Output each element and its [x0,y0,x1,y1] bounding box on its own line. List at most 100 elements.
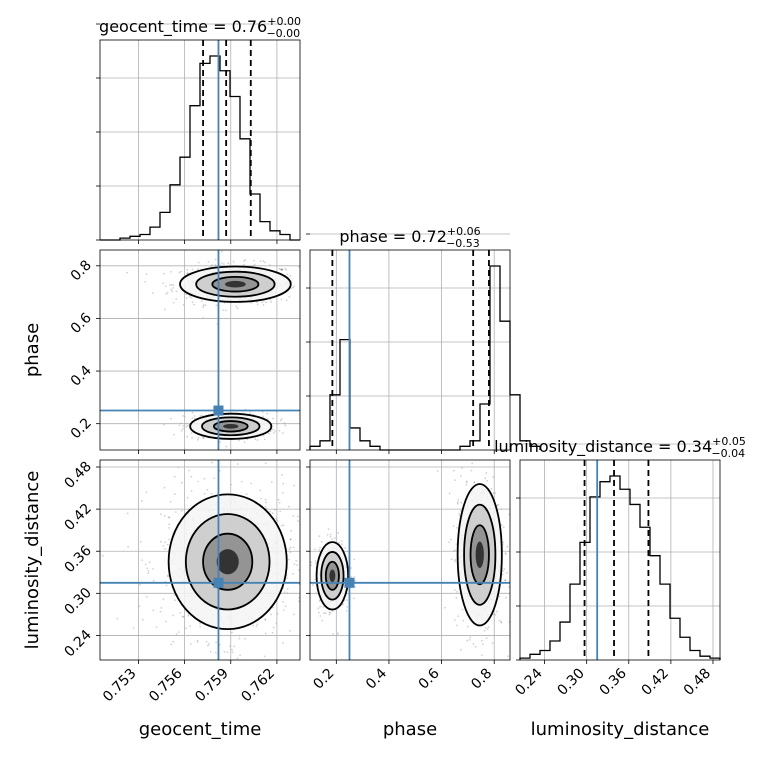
ytick-label-phase-0: 0.2 [68,415,95,442]
panel-geocent_time-vs-luminosity_distance-point [166,575,169,578]
panel-geocent_time-vs-phase-point [182,427,184,430]
panel-geocent_time-vs-luminosity_distance-point [178,631,180,633]
panel-geocent_time-vs-phase-point [186,272,189,275]
panel-geocent_time-vs-luminosity_distance-point [226,651,229,653]
panel-geocent_time-vs-luminosity_distance-point [162,598,165,601]
panel-geocent_time-vs-phase-truth-marker [213,405,224,416]
ytick-label-luminosity_distance-4: 0.48 [61,459,94,492]
panel-phase-vs-luminosity_distance-point [484,477,487,479]
xtick-label-geocent_time-0: 0.753 [100,666,140,706]
panel-geocent_time-vs-phase-point [202,304,205,307]
panel-geocent_time-vs-phase-point [197,261,200,264]
panel-phase-vs-luminosity_distance-point [459,475,462,477]
panel-geocent_time-vs-phase-point [190,432,193,434]
panel-geocent_time-vs-luminosity_distance-point [147,570,150,572]
panel-geocent_time-vs-phase-contour-0-1 [195,270,276,298]
panel-phase-vs-luminosity_distance-point [333,537,336,539]
panel-phase-vs-luminosity_distance-point [491,642,494,644]
panel-geocent_time-vs-luminosity_distance-point [288,558,290,561]
panel-geocent_time-vs-luminosity_distance-point [264,619,267,621]
panel-geocent_time-vs-luminosity_distance-point [168,538,171,541]
panel-geocent_time-vs-phase-point [191,411,194,414]
panel-phase-vs-luminosity_distance-point [454,479,457,481]
panel-geocent_time-vs-luminosity_distance-point [175,633,178,635]
panel-geocent_time-vs-luminosity_distance-point [282,482,285,485]
panel-phase-vs-luminosity_distance-point [317,607,320,610]
panel-phase-vs-luminosity_distance-point [497,503,500,506]
panel-geocent_time-vs-luminosity_distance-point [264,632,267,635]
panel-phase-vs-luminosity_distance-density-0-3 [475,541,484,568]
panel-geocent_time-vs-phase-point [266,412,269,415]
panel-phase-vs-luminosity_distance-point [490,487,493,490]
panel-geocent_time-vs-luminosity_distance-frame [99,459,301,661]
panel-geocent_time-vs-phase-point [162,282,165,285]
ytick-label-phase-1: 0.4 [68,363,95,390]
panel-phase-frame [309,249,511,451]
panel-phase-vs-luminosity_distance-point [346,606,349,608]
panel-geocent_time-vs-luminosity_distance-point [159,513,162,515]
panel-geocent_time-vs-phase-point [191,268,194,271]
panel-geocent_time-vs-phase-point [163,272,165,275]
panel-phase-vs-luminosity_distance-point [461,467,464,469]
panel-geocent_time-vs-phase-point [279,419,282,422]
panel-geocent_time-vs-luminosity_distance-point [160,607,163,609]
panel-geocent_time-vs-phase-point [293,285,296,288]
panel-geocent_time-vs-luminosity_distance-point [292,546,295,549]
panel-geocent_time-vs-phase-point [175,298,178,300]
panel-phase-vs-luminosity_distance-point [345,609,348,612]
panel-phase-vs-luminosity_distance-point [448,541,451,544]
panel-geocent_time-vs-luminosity_distance-point [252,624,255,627]
panel-geocent_time-vs-luminosity_distance-point [271,512,274,515]
panel-geocent_time-vs-phase-point [238,439,240,441]
panel-geocent_time-vs-luminosity_distance-point [282,609,285,611]
panel-phase-vs-luminosity_distance-point [454,560,456,563]
panel-geocent_time-vs-luminosity_distance-point [210,493,213,495]
xtick-label-phase-2: 0.6 [416,665,443,692]
panel-phase-vs-luminosity_distance-point [310,564,312,567]
panel-phase-vs-luminosity_distance-point [337,532,340,535]
panel-geocent_time-vs-phase-point [197,268,199,270]
panel-phase-vs-luminosity_distance-point [315,562,317,565]
panel-geocent_time-vs-luminosity_distance-point [296,515,299,518]
panel-geocent_time-vs-luminosity_distance-point [163,486,166,489]
panel-geocent_time-vs-luminosity_distance-point [146,567,149,570]
panel-geocent_time-vs-phase-point [180,270,182,273]
panel-geocent_time-vs-phase-point [215,304,218,307]
panel-geocent_time-vs-luminosity_distance-point [282,600,285,603]
xaxis-label-phase: phase [383,719,437,740]
panel-geocent_time-vs-phase-point [269,298,272,301]
panel-geocent_time-vs-phase-point [256,439,259,441]
panel-geocent_time-vs-phase-point [193,303,195,306]
panel-phase-vs-luminosity_distance-point [506,572,508,574]
panel-geocent_time-vs-phase-point [253,259,255,262]
panel-phase-vs-luminosity_distance-point [444,606,446,609]
panel-geocent_time-vs-luminosity_distance-point [263,655,266,658]
panel-geocent_time-vs-luminosity_distance-point [270,481,273,483]
panel-phase-vs-luminosity_distance-point [319,615,322,617]
panel-phase-vs-luminosity_distance-point [332,633,335,635]
panel-phase-vs-luminosity_distance-point [448,492,451,495]
panel-geocent_time-vs-luminosity_distance-point [168,523,171,526]
panel-geocent_time-vs-phase-point [172,301,175,304]
panel-geocent_time-vs-luminosity_distance-point [259,489,262,492]
panel-phase-vs-luminosity_distance-point [329,533,332,536]
panel-phase-vs-luminosity_distance-point [354,586,357,588]
panel-phase-vs-luminosity_distance-frame [309,459,511,661]
panel-geocent_time-vs-phase-point [289,274,292,277]
panel-phase-vs-luminosity_distance-point [326,534,329,536]
panel-geocent_time-vs-luminosity_distance-point [282,642,284,644]
panel-geocent_time-vs-phase-point [191,301,194,304]
panel-geocent_time-vs-luminosity_distance-point [141,559,144,561]
panel-phase-vs-luminosity_distance-point [346,599,348,601]
panel-geocent_time-vs-luminosity_distance-point [203,477,206,480]
ytick-label-luminosity_distance-2: 0.36 [61,543,94,576]
panel-geocent_time-vs-phase-point [152,292,154,295]
panel-phase-vs-luminosity_distance-point [473,481,476,484]
panel-geocent_time-frame [99,39,301,241]
panel-geocent_time-vs-luminosity_distance-point [264,618,267,621]
panel-geocent_time-vs-phase-point [170,417,172,420]
panel-geocent_time-vs-phase-point [190,296,192,299]
panel-geocent_time-vs-phase-point [223,263,225,265]
panel-phase-vs-luminosity_distance-point [465,480,468,483]
panel-geocent_time-vs-luminosity_distance-point [163,515,166,517]
